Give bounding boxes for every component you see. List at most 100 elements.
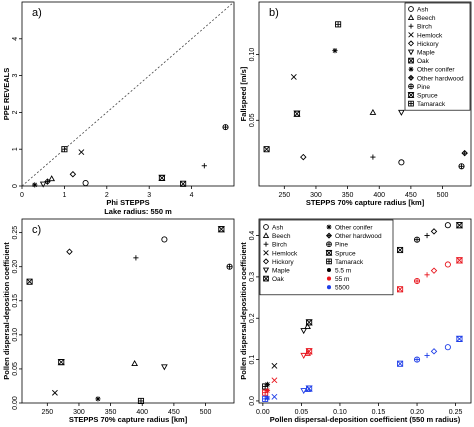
legend-entry-maple: Maple xyxy=(407,50,435,57)
x-tick-label: 450 xyxy=(168,409,180,416)
legend-entry-tamarack: Tamarack xyxy=(326,258,364,266)
legend-entry-label: Beech xyxy=(417,15,436,22)
x-tick-label: 0.25 xyxy=(449,409,463,416)
legend-entry-label: Hemlock xyxy=(272,250,298,257)
y-axis-label: Fallspeed [m/s] xyxy=(239,66,248,121)
data-point-ash xyxy=(161,236,168,243)
data-point-ash xyxy=(398,159,405,166)
y-tick-label: 1 xyxy=(12,147,19,151)
data-point-tamarack xyxy=(335,21,342,28)
data-point-maple-5-5-m xyxy=(300,328,308,335)
x-tick-label: 250 xyxy=(41,409,53,416)
data-point-pine-5-5-m xyxy=(413,236,421,243)
legend-entry-birch: Birch xyxy=(263,242,287,249)
legend-entry-5500: 5500 xyxy=(326,285,350,292)
y-tick-label: 0.3 xyxy=(249,272,256,282)
data-point-beech xyxy=(48,175,56,182)
data-point-ash-55-m xyxy=(444,261,451,268)
x-axis-label: Phi STEPPS xyxy=(106,198,149,207)
legend-entry-label: Oak xyxy=(417,58,430,65)
legend-entry-label: Hickory xyxy=(417,41,439,48)
x-tick-label: 0.15 xyxy=(372,409,386,416)
legend-entry-label: Other hardwood xyxy=(335,233,382,240)
data-point-other-hardwood xyxy=(461,149,468,157)
y-tick-label: 0.05 xyxy=(12,362,19,376)
data-point-birch-55-m xyxy=(424,272,430,278)
data-point-tamarack xyxy=(137,397,145,405)
legend-entry-other-hardwood: Other hardwood xyxy=(325,232,382,240)
legend-entry-beech: Beech xyxy=(262,232,291,240)
data-point-pine xyxy=(222,124,229,131)
data-point-other-conifer-55-m xyxy=(264,387,271,394)
y-tick-label: 0.10 xyxy=(249,48,256,62)
y-tick-label: 0.25 xyxy=(12,226,19,240)
x-tick-label: 0.20 xyxy=(410,409,424,416)
data-point-hickory xyxy=(300,153,307,161)
data-point-hickory-5-5-m xyxy=(430,228,438,235)
x-tick-label: 1 xyxy=(62,192,66,199)
x-tick-label: 300 xyxy=(310,192,322,199)
data-point-birch xyxy=(201,163,207,169)
data-point-spruce-5500 xyxy=(455,335,464,342)
data-point-oak xyxy=(180,180,187,187)
data-point-other-hardwood xyxy=(44,178,51,185)
data-point-maple xyxy=(161,364,168,371)
legend-entry-label: Other hardwood xyxy=(417,75,464,82)
panel-d: d)0.000.050.100.150.200.250.00.10.20.30.… xyxy=(239,218,472,424)
data-point-spruce-5-5-m xyxy=(455,222,464,229)
x-tick-label: 0.10 xyxy=(333,409,347,416)
y-tick-label: 0.15 xyxy=(12,294,19,308)
y-tick-label: 2 xyxy=(12,110,19,114)
y-axis-label: Pollen dispersal-deposition coefficient xyxy=(239,242,248,380)
data-point-spruce xyxy=(217,226,226,233)
legend-entry-spruce: Spruce xyxy=(407,92,438,100)
data-point-hemlock-5500 xyxy=(271,393,278,400)
legend-entry-other-conifer: Other conifer xyxy=(408,67,455,74)
data-point-other-conifer xyxy=(32,182,38,188)
panel-b: b) 250 300 350 400 450 500 0.05 0.10 STEPPS 70% c… xyxy=(239,1,472,207)
data-point-beech xyxy=(369,108,377,115)
data-point-hemlock-55-m xyxy=(271,377,278,384)
legend-entry-label: Ash xyxy=(417,7,429,14)
legend-entry-label: Birch xyxy=(417,24,432,31)
x-tick-label: 0.05 xyxy=(295,409,309,416)
y-tick-label: 0 xyxy=(12,184,19,188)
data-point-birch xyxy=(133,255,139,261)
data-point-ash xyxy=(82,180,89,187)
legend-entry-hickory: Hickory xyxy=(407,40,439,48)
data-point-birch-5500 xyxy=(424,352,430,359)
data-point-spruce-5-5-m xyxy=(305,319,313,326)
data-point-maple xyxy=(39,181,47,188)
y-axis-label: Pollen dispersal-deposition coefficient xyxy=(2,242,11,380)
legend-entry-label: Spruce xyxy=(417,93,438,100)
data-point-other-conifer xyxy=(332,48,338,54)
data-point-hemlock-5-5-m xyxy=(271,362,278,369)
legend-entry-ash: Ash xyxy=(408,6,429,14)
plot-frame xyxy=(258,1,472,187)
legend-entry-ash: Ash xyxy=(263,224,284,232)
plot-frame xyxy=(21,218,235,404)
legend-entry-label: Hickory xyxy=(272,259,294,266)
data-point-spruce xyxy=(293,110,301,117)
legend-entry-label: Spruce xyxy=(335,250,356,257)
x-tick-label: 0.00 xyxy=(256,409,270,416)
y-tick-label: 0.00 xyxy=(12,396,19,410)
y-tick-label: 0.0 xyxy=(249,396,256,406)
x-tick-label: 2 xyxy=(105,192,109,199)
data-point-spruce xyxy=(57,359,65,366)
legend-entry-label: Maple xyxy=(417,50,435,57)
data-point-hickory-55-m xyxy=(430,267,438,274)
x-tick-label: 350 xyxy=(342,192,354,199)
legend-entry-label: Pine xyxy=(417,84,430,91)
data-point-pine-55-m xyxy=(413,277,421,285)
data-point-beech-5-5-m xyxy=(304,322,311,330)
data-point-oak-5500 xyxy=(397,360,404,367)
legend-entry-hickory: Hickory xyxy=(262,258,294,266)
data-point-other-conifer xyxy=(95,396,101,402)
legend-entry-label: Pine xyxy=(335,242,348,249)
data-point-oak-55-m xyxy=(397,286,404,293)
data-point-ash-5500 xyxy=(444,344,451,351)
legend-entry-label: Beech xyxy=(272,233,291,240)
data-point-other-conifer-5500 xyxy=(264,395,271,401)
legend-entry-label: Birch xyxy=(272,242,287,249)
